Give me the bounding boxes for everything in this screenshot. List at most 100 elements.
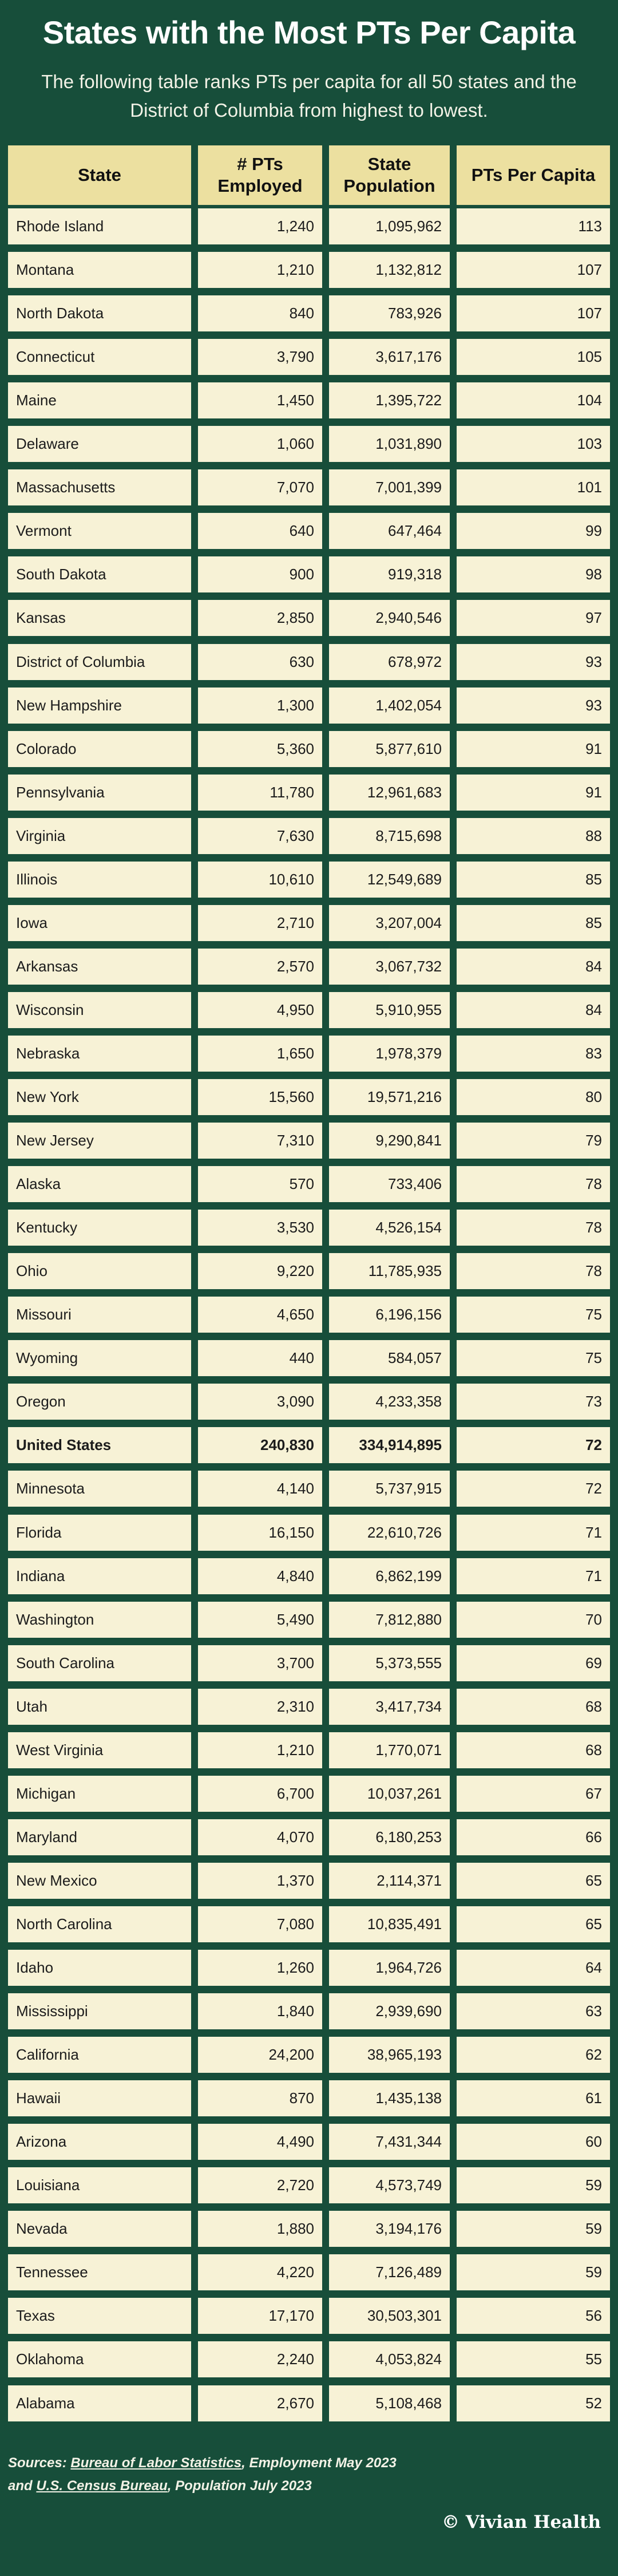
state-cell: Rhode Island xyxy=(8,208,191,244)
employed-cell: 24,200 xyxy=(198,2037,322,2073)
population-cell: 5,373,555 xyxy=(329,1645,450,1681)
per-capita-cell: 88 xyxy=(457,817,610,854)
employed-cell: 1,450 xyxy=(198,382,322,419)
state-cell: Colorado xyxy=(8,730,191,767)
table-row: Indiana 4,840 6,862,199 71 xyxy=(8,1558,610,1594)
state-cell: Wyoming xyxy=(8,1340,191,1377)
bls-source-link[interactable]: Bureau of Labor Statistics xyxy=(70,2455,242,2471)
population-cell: 584,057 xyxy=(329,1340,450,1377)
per-capita-cell: 72 xyxy=(457,1427,610,1464)
table-row: Alaska 570 733,406 78 xyxy=(8,1166,610,1203)
table-row: Virginia 7,630 8,715,698 88 xyxy=(8,817,610,854)
employed-cell: 2,570 xyxy=(198,948,322,985)
employed-cell: 5,490 xyxy=(198,1601,322,1638)
per-capita-cell: 78 xyxy=(457,1166,610,1203)
employed-cell: 1,060 xyxy=(198,426,322,463)
population-cell: 1,031,890 xyxy=(329,426,450,463)
table-row: South Carolina 3,700 5,373,555 69 xyxy=(8,1645,610,1681)
table-row: Pennsylvania 11,780 12,961,683 91 xyxy=(8,774,610,811)
per-capita-cell: 63 xyxy=(457,1993,610,2030)
column-header-employed: # PTs Employed xyxy=(198,145,322,205)
employed-cell: 1,370 xyxy=(198,1862,322,1899)
population-cell: 647,464 xyxy=(329,513,450,550)
table-row: Arizona 4,490 7,431,344 60 xyxy=(8,2124,610,2160)
per-capita-cell: 59 xyxy=(457,2254,610,2291)
population-cell: 1,395,722 xyxy=(329,382,450,419)
state-cell: Alaska xyxy=(8,1166,191,1203)
table-row: Arkansas 2,570 3,067,732 84 xyxy=(8,948,610,985)
table-row: Florida 16,150 22,610,726 71 xyxy=(8,1514,610,1551)
table-row: Missouri 4,650 6,196,156 75 xyxy=(8,1297,610,1333)
per-capita-cell: 52 xyxy=(457,2385,610,2421)
population-cell: 3,617,176 xyxy=(329,339,450,376)
employed-cell: 840 xyxy=(198,295,322,332)
employed-cell: 2,670 xyxy=(198,2385,322,2421)
table-row: West Virginia 1,210 1,770,071 68 xyxy=(8,1732,610,1768)
employed-cell: 240,830 xyxy=(198,1427,322,1464)
population-cell: 3,194,176 xyxy=(329,2211,450,2247)
state-cell: New Mexico xyxy=(8,1862,191,1899)
employed-cell: 1,880 xyxy=(198,2211,322,2247)
per-capita-cell: 91 xyxy=(457,730,610,767)
employed-cell: 870 xyxy=(198,2080,322,2117)
employed-cell: 4,490 xyxy=(198,2124,322,2160)
state-cell: Arkansas xyxy=(8,948,191,985)
employed-cell: 7,630 xyxy=(198,817,322,854)
population-cell: 7,001,399 xyxy=(329,469,450,506)
state-cell: Nevada xyxy=(8,2211,191,2247)
per-capita-cell: 80 xyxy=(457,1079,610,1115)
state-cell: South Dakota xyxy=(8,556,191,593)
table-row: Washington 5,490 7,812,880 70 xyxy=(8,1601,610,1638)
population-cell: 1,964,726 xyxy=(329,1950,450,1986)
population-cell: 3,207,004 xyxy=(329,904,450,941)
table-row: Hawaii 870 1,435,138 61 xyxy=(8,2080,610,2117)
state-cell: North Dakota xyxy=(8,295,191,332)
per-capita-cell: 60 xyxy=(457,2124,610,2160)
table-row: Montana 1,210 1,132,812 107 xyxy=(8,252,610,289)
per-capita-cell: 69 xyxy=(457,1645,610,1681)
state-cell: Louisiana xyxy=(8,2167,191,2204)
table-row: Utah 2,310 3,417,734 68 xyxy=(8,1688,610,1725)
state-cell: Nebraska xyxy=(8,1035,191,1072)
column-header-state: State xyxy=(8,145,191,205)
state-cell: Hawaii xyxy=(8,2080,191,2117)
table-row: New York 15,560 19,571,216 80 xyxy=(8,1079,610,1115)
population-cell: 783,926 xyxy=(329,295,450,332)
population-cell: 1,435,138 xyxy=(329,2080,450,2117)
employed-cell: 3,530 xyxy=(198,1210,322,1246)
per-capita-cell: 59 xyxy=(457,2211,610,2247)
per-capita-cell: 97 xyxy=(457,600,610,637)
per-capita-cell: 56 xyxy=(457,2298,610,2334)
per-capita-cell: 75 xyxy=(457,1340,610,1377)
per-capita-cell: 85 xyxy=(457,861,610,898)
population-cell: 8,715,698 xyxy=(329,817,450,854)
table-row: Massachusetts 7,070 7,001,399 101 xyxy=(8,469,610,506)
per-capita-cell: 66 xyxy=(457,1819,610,1855)
census-source-link[interactable]: U.S. Census Bureau xyxy=(36,2478,168,2494)
employed-cell: 3,090 xyxy=(198,1384,322,1420)
employed-cell: 3,700 xyxy=(198,1645,322,1681)
sources-label: Sources: xyxy=(8,2455,67,2471)
population-cell: 334,914,895 xyxy=(329,1427,450,1464)
per-capita-cell: 113 xyxy=(457,208,610,244)
population-cell: 1,978,379 xyxy=(329,1035,450,1072)
population-cell: 4,053,824 xyxy=(329,2341,450,2378)
table-row: New Mexico 1,370 2,114,371 65 xyxy=(8,1862,610,1899)
employed-cell: 1,650 xyxy=(198,1035,322,1072)
population-cell: 1,770,071 xyxy=(329,1732,450,1768)
census-source-detail: , Population July 2023 xyxy=(167,2478,312,2494)
state-cell: United States xyxy=(8,1427,191,1464)
state-cell: Utah xyxy=(8,1688,191,1725)
state-cell: Connecticut xyxy=(8,339,191,376)
population-cell: 5,737,915 xyxy=(329,1471,450,1507)
table-row: Wisconsin 4,950 5,910,955 84 xyxy=(8,991,610,1028)
sources-and: and xyxy=(8,2478,33,2494)
population-cell: 678,972 xyxy=(329,643,450,680)
per-capita-cell: 107 xyxy=(457,295,610,332)
per-capita-cell: 78 xyxy=(457,1210,610,1246)
table-row: Minnesota 4,140 5,737,915 72 xyxy=(8,1471,610,1507)
state-cell: Maryland xyxy=(8,1819,191,1855)
employed-cell: 2,710 xyxy=(198,904,322,941)
employed-cell: 2,240 xyxy=(198,2341,322,2378)
table-row: South Dakota 900 919,318 98 xyxy=(8,556,610,593)
